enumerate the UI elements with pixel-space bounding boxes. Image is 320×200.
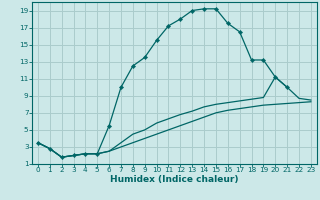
X-axis label: Humidex (Indice chaleur): Humidex (Indice chaleur) [110,175,239,184]
